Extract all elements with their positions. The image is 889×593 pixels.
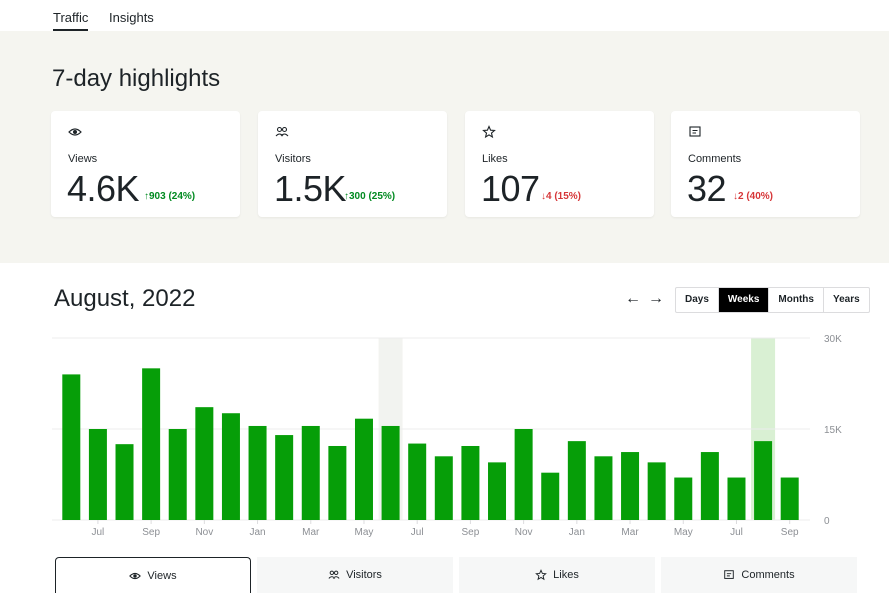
bar: [248, 425, 267, 520]
card-delta: ↑903 (24%): [144, 191, 196, 202]
bar: [727, 477, 746, 520]
people-icon: [328, 570, 340, 579]
metric-tab-views[interactable]: Views: [55, 557, 251, 593]
x-tick-label: Mar: [621, 527, 639, 538]
x-tick-label: Jan: [569, 527, 585, 538]
card-label: Likes: [482, 153, 508, 165]
likes-card: Likes 107 ↓4 (15%): [465, 111, 654, 217]
highlights-title: 7-day highlights: [52, 65, 221, 92]
comments-card: Comments 32 ↓2 (40%): [671, 111, 860, 217]
arrow-right-icon[interactable]: →: [648, 290, 664, 307]
card-delta: ↓2 (40%): [733, 191, 774, 202]
card-label: Views: [68, 153, 98, 165]
metric-tab-label: Visitors: [346, 569, 382, 581]
card-delta: ↓4 (15%): [541, 191, 582, 202]
bar: [700, 452, 719, 520]
bar: [621, 452, 640, 520]
bar: [328, 445, 347, 520]
bar: [754, 441, 773, 520]
x-tick-label: Sep: [462, 527, 480, 538]
metric-tab-label: Comments: [741, 569, 795, 581]
y-tick-label: 30K: [824, 334, 842, 345]
card-delta: ↑300 (25%): [344, 191, 396, 202]
metric-tab-label: Likes: [553, 569, 579, 581]
period-selector: Days Weeks Months Years: [675, 287, 870, 313]
period-days-button[interactable]: Days: [685, 294, 709, 305]
x-tick-label: May: [674, 527, 693, 538]
x-tick-label: Nov: [195, 527, 213, 538]
metric-tab-visitors[interactable]: Visitors: [257, 557, 453, 593]
top-tabs: Traffic Insights: [0, 0, 889, 31]
card-label: Comments: [688, 153, 742, 165]
bar: [541, 472, 560, 520]
star-icon: [482, 125, 496, 139]
bar: [142, 368, 161, 520]
bar: [221, 413, 240, 520]
visitors-card: Visitors 1.5K ↑300 (25%): [258, 111, 447, 217]
period-title: August, 2022: [54, 285, 196, 312]
x-tick-label: Jan: [249, 527, 265, 538]
bar: [301, 425, 320, 520]
tab-traffic[interactable]: Traffic: [53, 10, 89, 31]
bar: [62, 374, 81, 520]
x-tick-label: Mar: [302, 527, 320, 538]
x-tick-label: Nov: [515, 527, 533, 538]
views-bar-chart: 30K 15K 0 Jul Sep Nov Jan Mar May Jul Sep Nov Jan Mar…: [52, 334, 842, 538]
bar: [647, 462, 666, 520]
card-value: 32: [687, 168, 727, 209]
people-icon: [275, 126, 289, 137]
bar: [567, 441, 586, 520]
x-tick-label: Jul: [730, 527, 743, 538]
metric-tab-likes[interactable]: Likes: [459, 557, 655, 593]
bar: [354, 418, 373, 520]
eye-icon: [68, 128, 82, 136]
bar: [780, 477, 799, 520]
bar: [195, 407, 214, 520]
views-card: Views 4.6K ↑903 (24%): [51, 111, 240, 217]
card-value: 107: [481, 168, 540, 209]
card-value: 4.6K: [67, 168, 140, 209]
bar: [408, 443, 427, 520]
bar: [381, 425, 400, 520]
card-value: 1.5K: [274, 168, 347, 209]
x-tick-label: May: [355, 527, 374, 538]
bar: [461, 445, 480, 520]
period-weeks-button[interactable]: Weeks: [717, 288, 769, 312]
period-months-button[interactable]: Months: [768, 288, 823, 312]
bar: [594, 456, 613, 520]
period-years-button[interactable]: Years: [822, 288, 869, 312]
metric-tab-comments[interactable]: Comments: [661, 557, 857, 593]
comment-icon: [724, 570, 735, 579]
bar: [168, 429, 187, 520]
highlights-section: 7-day highlights Views 4.6K ↑903 (24%) V…: [0, 31, 889, 263]
metric-tab-label: Views: [147, 569, 177, 582]
y-tick-label: 15K: [824, 425, 842, 436]
bar: [488, 462, 507, 520]
x-tick-label: Jul: [411, 527, 424, 538]
bar: [115, 444, 134, 520]
arrow-left-icon[interactable]: ←: [625, 290, 641, 307]
bar: [514, 429, 533, 520]
eye-icon: [129, 572, 142, 579]
card-label: Visitors: [275, 153, 311, 165]
bar: [88, 429, 107, 520]
bar: [674, 477, 693, 520]
x-tick-label: Sep: [781, 527, 799, 538]
x-tick-label: Sep: [142, 527, 160, 538]
bar: [275, 435, 294, 520]
x-tick-label: Jul: [92, 527, 105, 538]
bar: [434, 456, 453, 520]
comment-icon: [689, 126, 701, 137]
y-tick-label: 0: [824, 516, 830, 527]
tab-insights[interactable]: Insights: [109, 10, 154, 25]
star-icon: [535, 569, 548, 581]
